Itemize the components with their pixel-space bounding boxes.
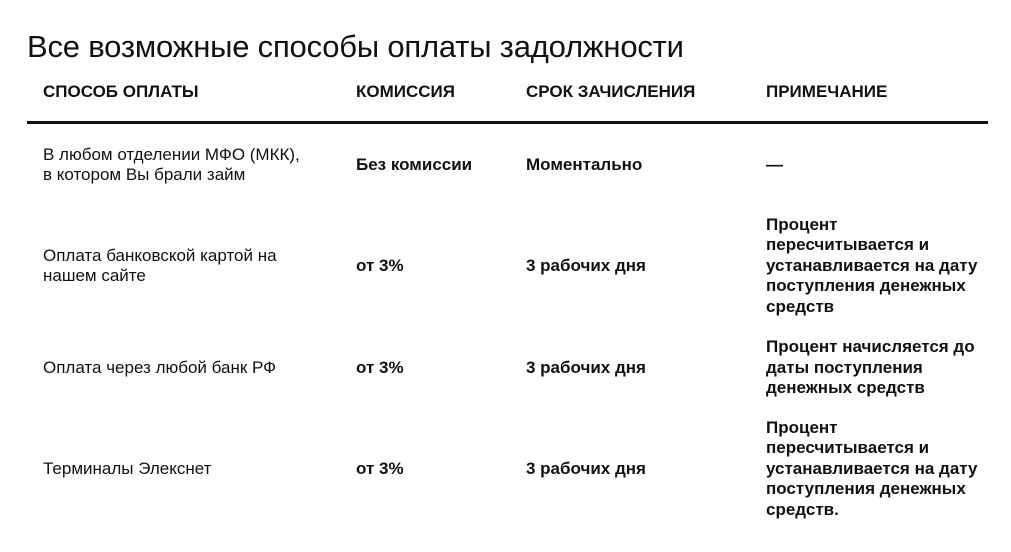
cell-fee: от 3%	[356, 357, 404, 377]
cell-fee: Без комиссии	[356, 154, 473, 174]
cell-method: Оплата через любой банк РФ	[43, 357, 277, 377]
cell-method: В любом отделении МФО (МКК), в котором В…	[43, 144, 300, 185]
table-row: В любом отделении МФО (МКК), в котором В…	[0, 130, 1011, 200]
cell-term: 3 рабочих дня	[526, 255, 646, 275]
cell-note: Процент пересчитывается и устанавливаетс…	[766, 214, 978, 316]
page-title: Все возможные способы оплаты задолжности	[27, 28, 684, 64]
cell-note: —	[766, 154, 783, 174]
cell-method: Терминалы Элекснет	[43, 458, 212, 478]
cell-term: 3 рабочих дня	[526, 357, 646, 377]
cell-method: Оплата банковской картой на нашем сайте	[43, 245, 277, 286]
cell-note: Процент начисляется до даты поступления …	[766, 337, 975, 398]
header-divider	[27, 121, 988, 124]
cell-term: Моментально	[526, 154, 643, 174]
table-row: Оплата банковской картой на нашем сайте …	[0, 215, 1011, 317]
cell-term: 3 рабочих дня	[526, 458, 646, 478]
table-row: Оплата через любой банк РФ от 3% 3 рабоч…	[0, 337, 1011, 399]
header-term: Срок зачисления	[526, 82, 696, 101]
cell-note: Процент пересчитывается и устанавливаетс…	[766, 417, 978, 519]
cell-fee: от 3%	[356, 255, 404, 275]
header-method: Способ оплаты	[43, 82, 199, 101]
header-note: Примечание	[766, 82, 888, 101]
cell-fee: от 3%	[356, 458, 404, 478]
header-fee: Комиссия	[356, 82, 455, 101]
table-row: Терминалы Элекснет от 3% 3 рабочих дня П…	[0, 418, 1011, 520]
